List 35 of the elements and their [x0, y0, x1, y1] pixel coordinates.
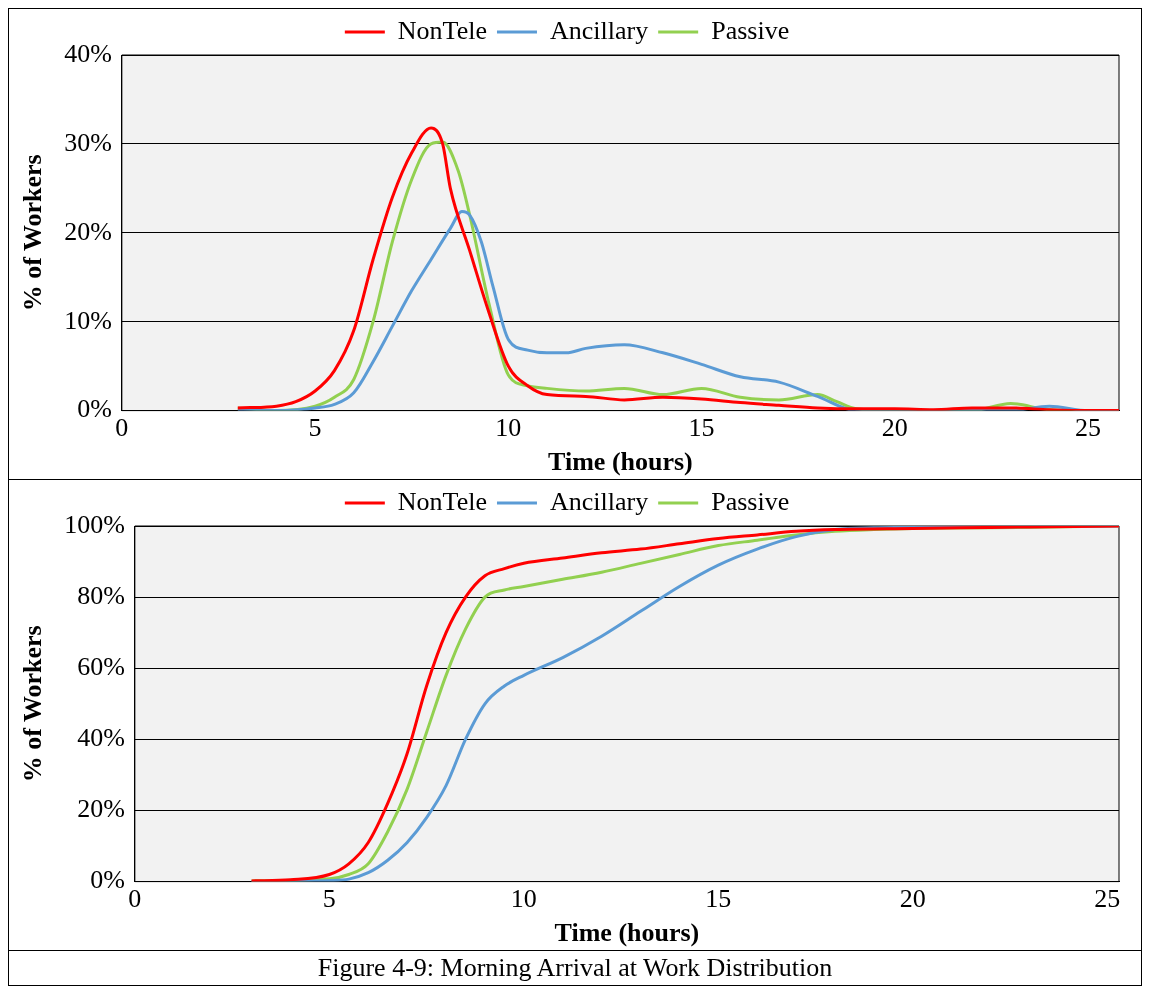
- y-tick-label: 10%: [64, 305, 112, 335]
- y-tick-label: 80%: [77, 580, 125, 610]
- x-tick-label: 15: [705, 884, 732, 914]
- y-tick-label: 20%: [77, 794, 125, 824]
- x-tick-label: 0: [128, 884, 142, 914]
- legend-label: Ancillary: [549, 15, 649, 45]
- y-axis-title: % of Workers: [18, 625, 48, 783]
- y-tick-label: 0%: [77, 394, 112, 424]
- y-tick-label: 30%: [64, 127, 112, 157]
- legend-label: NonTele: [397, 15, 487, 45]
- x-tick-label: 25: [1094, 884, 1121, 914]
- y-tick-label: 20%: [64, 216, 112, 246]
- caption: Figure 4-9: Morning Arrival at Work Distribution: [9, 950, 1141, 985]
- x-tick-label: 25: [1075, 413, 1102, 443]
- y-tick-label: 40%: [77, 723, 125, 753]
- line-series: [250, 526, 1119, 882]
- x-tick-label: 20: [881, 413, 908, 443]
- y-tick-label: 40%: [64, 38, 112, 68]
- x-tick-label: 10: [510, 884, 537, 914]
- legend-label: Ancillary: [549, 486, 649, 516]
- y-tick-label: 100%: [64, 509, 125, 539]
- x-axis-title: Time (hours): [554, 918, 700, 948]
- y-tick-label: 0%: [90, 865, 125, 895]
- x-tick-label: 5: [308, 413, 322, 443]
- legend-label: Passive: [711, 486, 790, 516]
- legend-label: Passive: [711, 15, 790, 45]
- x-tick-label: 10: [495, 413, 522, 443]
- x-tick-label: 0: [115, 413, 129, 443]
- x-axis-title: Time (hours): [548, 447, 693, 477]
- x-tick-label: 5: [322, 884, 336, 914]
- legend-label: NonTele: [397, 486, 487, 516]
- x-tick-label: 20: [899, 884, 926, 914]
- y-tick-label: 60%: [77, 652, 125, 682]
- y-axis-title: % of Workers: [18, 154, 48, 312]
- x-tick-label: 15: [688, 413, 715, 443]
